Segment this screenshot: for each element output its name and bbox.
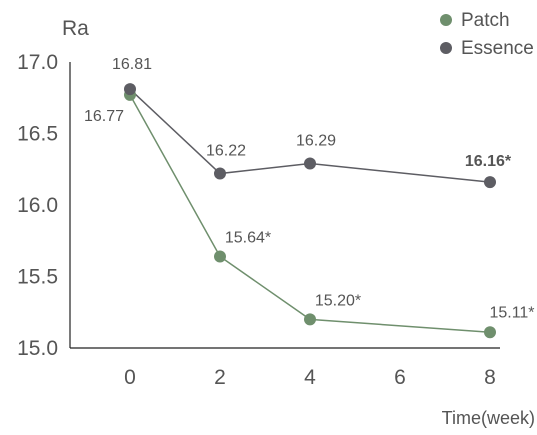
- data-point-essence: [484, 176, 496, 189]
- series-line-patch: [129, 94, 491, 334]
- data-point-essence: [304, 157, 316, 170]
- y-axis-label: Ra: [62, 17, 89, 40]
- data-label-patch: 15.64*: [225, 229, 271, 246]
- data-label-essence: 16.16*: [465, 153, 512, 170]
- data-point-patch: [484, 326, 496, 339]
- data-point-essence: [124, 83, 136, 96]
- x-tick-label: 2: [214, 366, 226, 389]
- data-label-essence: 16.29: [296, 133, 336, 150]
- x-tick-label: 8: [484, 366, 496, 389]
- legend-marker-patch: [440, 14, 452, 26]
- legend-marker-essence: [440, 42, 452, 54]
- data-point-patch: [214, 250, 226, 263]
- y-tick-label: 16.0: [17, 194, 58, 217]
- y-tick-label: 15.5: [17, 266, 58, 289]
- data-point-patch: [304, 313, 316, 326]
- data-label-patch: 15.20*: [315, 292, 361, 309]
- data-label-patch: 16.77: [84, 108, 124, 125]
- data-label-patch: 15.11*: [489, 304, 534, 321]
- x-tick-label: 0: [124, 366, 136, 389]
- x-tick-label: 4: [304, 366, 316, 389]
- series-line-essence: [129, 88, 491, 183]
- data-point-essence: [214, 167, 226, 180]
- x-axis-label: Time(week): [442, 408, 535, 428]
- data-label-essence: 16.22: [206, 143, 246, 160]
- y-tick-label: 17.0: [17, 51, 58, 74]
- y-tick-label: 15.0: [17, 337, 58, 360]
- y-tick-label: 16.5: [17, 123, 58, 146]
- legend-label-patch: Patch: [461, 10, 510, 31]
- legend-label-essence: Essence: [461, 38, 534, 59]
- data-label-essence: 16.81: [112, 56, 152, 73]
- x-tick-label: 6: [394, 366, 406, 389]
